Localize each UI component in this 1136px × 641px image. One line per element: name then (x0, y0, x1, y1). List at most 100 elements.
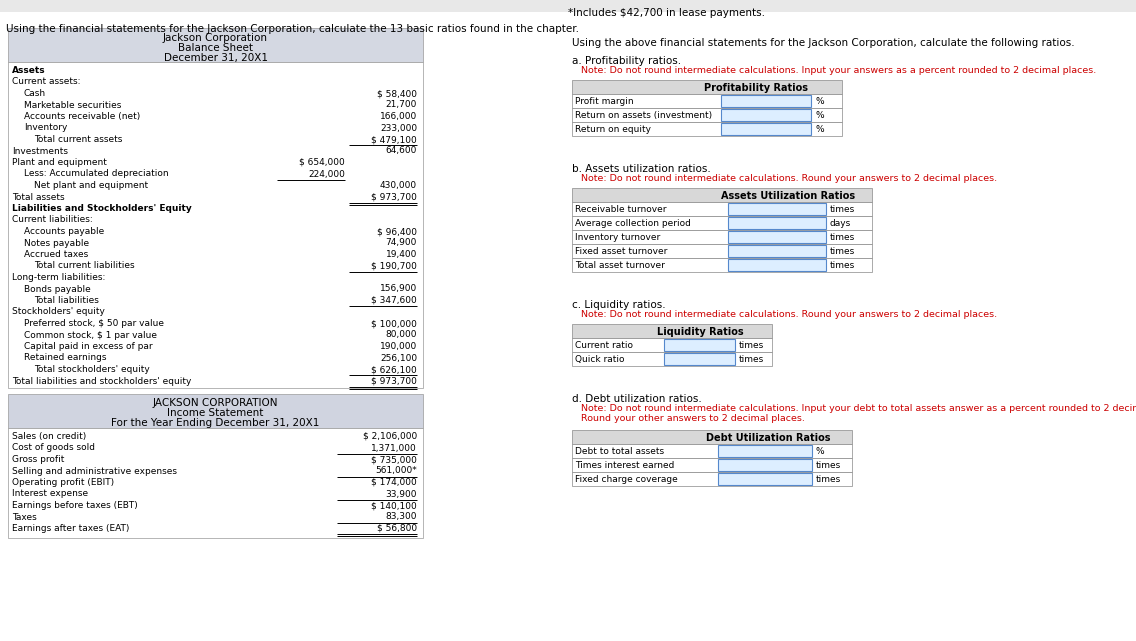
Text: Plant and equipment: Plant and equipment (12, 158, 107, 167)
Text: Capital paid in excess of par: Capital paid in excess of par (24, 342, 152, 351)
Text: Round your other answers to 2 decimal places.: Round your other answers to 2 decimal pl… (573, 414, 805, 423)
Bar (573, 80, 842, 94)
Text: Sales (on credit): Sales (on credit) (12, 432, 86, 441)
Text: %: % (816, 111, 824, 120)
Text: 190,000: 190,000 (379, 342, 417, 351)
Text: Accounts payable: Accounts payable (24, 227, 105, 236)
Bar (573, 324, 772, 338)
Text: %: % (816, 97, 824, 106)
Bar (665, 339, 735, 351)
Bar (728, 203, 826, 215)
Text: 19,400: 19,400 (385, 250, 417, 259)
Text: JACKSON CORPORATION: JACKSON CORPORATION (152, 398, 278, 408)
Bar (8, 28, 423, 62)
Text: Liabilities and Stockholders' Equity: Liabilities and Stockholders' Equity (12, 204, 192, 213)
Text: $ 347,600: $ 347,600 (371, 296, 417, 305)
Bar (573, 122, 842, 136)
Text: Stockholders' equity: Stockholders' equity (12, 308, 105, 317)
Text: Note: Do not round intermediate calculations. Round your answers to 2 decimal pl: Note: Do not round intermediate calculat… (573, 174, 997, 183)
Text: Retained earnings: Retained earnings (24, 353, 107, 363)
Text: Balance Sheet: Balance Sheet (178, 43, 253, 53)
Bar (8, 62, 423, 388)
Bar (573, 216, 872, 230)
Text: times: times (830, 205, 855, 214)
Text: Total liabilities: Total liabilities (34, 296, 99, 305)
Text: $ 654,000: $ 654,000 (299, 158, 345, 167)
Text: Fixed asset turnover: Fixed asset turnover (575, 247, 667, 256)
Bar (573, 202, 872, 216)
Text: days: days (830, 219, 851, 228)
Text: %: % (816, 447, 825, 456)
Bar (718, 445, 812, 457)
Text: $ 973,700: $ 973,700 (371, 376, 417, 385)
Text: times: times (830, 247, 855, 256)
Text: Inventory turnover: Inventory turnover (575, 233, 660, 242)
Bar (573, 458, 852, 472)
Text: Note: Do not round intermediate calculations. Input your answers as a percent ro: Note: Do not round intermediate calculat… (573, 66, 1096, 75)
Text: Gross profit: Gross profit (12, 455, 65, 464)
Text: Return on equity: Return on equity (575, 125, 651, 134)
Text: Using the financial statements for the Jackson Corporation, calculate the 13 bas: Using the financial statements for the J… (6, 24, 579, 34)
Text: 33,900: 33,900 (385, 490, 417, 499)
Text: Total stockholders' equity: Total stockholders' equity (34, 365, 150, 374)
Text: Assets: Assets (12, 66, 45, 75)
Text: Accounts receivable (net): Accounts receivable (net) (24, 112, 140, 121)
Text: Bonds payable: Bonds payable (24, 285, 91, 294)
Text: b. Assets utilization ratios.: b. Assets utilization ratios. (573, 164, 711, 174)
Text: Note: Do not round intermediate calculations. Round your answers to 2 decimal pl: Note: Do not round intermediate calculat… (573, 310, 997, 319)
Text: 83,300: 83,300 (385, 513, 417, 522)
Text: Current ratio: Current ratio (575, 341, 633, 350)
Text: Net plant and equipment: Net plant and equipment (34, 181, 148, 190)
Text: Notes payable: Notes payable (24, 238, 89, 247)
Bar (718, 473, 812, 485)
Text: Liquidity Ratios: Liquidity Ratios (657, 327, 743, 337)
Text: Earnings before taxes (EBT): Earnings before taxes (EBT) (12, 501, 137, 510)
Text: Interest expense: Interest expense (12, 490, 89, 499)
Bar (573, 258, 872, 272)
Text: Times interest earned: Times interest earned (575, 461, 675, 470)
Text: 80,000: 80,000 (385, 331, 417, 340)
Text: Return on assets (investment): Return on assets (investment) (575, 111, 712, 120)
Text: Total asset turnover: Total asset turnover (575, 261, 665, 270)
Text: 21,700: 21,700 (385, 101, 417, 110)
Text: *Includes $42,700 in lease payments.: *Includes $42,700 in lease payments. (568, 8, 765, 18)
Text: $ 96,400: $ 96,400 (377, 227, 417, 236)
Text: Operating profit (EBIT): Operating profit (EBIT) (12, 478, 114, 487)
Text: Average collection period: Average collection period (575, 219, 691, 228)
Text: Jackson Corporation: Jackson Corporation (162, 33, 268, 43)
Text: Fixed charge coverage: Fixed charge coverage (575, 475, 678, 484)
Text: $ 190,700: $ 190,700 (371, 262, 417, 271)
Bar (720, 95, 811, 107)
Text: Cash: Cash (24, 89, 47, 98)
Bar (573, 244, 872, 258)
Text: $ 626,100: $ 626,100 (371, 365, 417, 374)
Text: Assets Utilization Ratios: Assets Utilization Ratios (721, 191, 855, 201)
Bar (728, 245, 826, 257)
Text: For the Year Ending December 31, 20X1: For the Year Ending December 31, 20X1 (111, 418, 319, 428)
Text: a. Profitability ratios.: a. Profitability ratios. (573, 56, 682, 66)
Text: Marketable securities: Marketable securities (24, 101, 122, 110)
Bar (573, 338, 772, 352)
Text: 1,371,000: 1,371,000 (371, 444, 417, 453)
Text: 256,100: 256,100 (379, 353, 417, 363)
Bar (665, 353, 735, 365)
Bar (728, 259, 826, 271)
Text: Investments: Investments (12, 147, 68, 156)
Text: Debt to total assets: Debt to total assets (575, 447, 665, 456)
Text: 166,000: 166,000 (379, 112, 417, 121)
Text: 224,000: 224,000 (308, 169, 345, 178)
Bar (573, 444, 852, 458)
Text: $ 58,400: $ 58,400 (377, 89, 417, 98)
Text: times: times (830, 261, 855, 270)
Text: $ 56,800: $ 56,800 (377, 524, 417, 533)
Text: Cost of goods sold: Cost of goods sold (12, 444, 95, 453)
Text: Total current liabilities: Total current liabilities (34, 262, 135, 271)
Text: Earnings after taxes (EAT): Earnings after taxes (EAT) (12, 524, 130, 533)
Text: Accrued taxes: Accrued taxes (24, 250, 89, 259)
Text: Receivable turnover: Receivable turnover (575, 205, 667, 214)
Text: 430,000: 430,000 (379, 181, 417, 190)
Text: Profit margin: Profit margin (575, 97, 634, 106)
Bar (573, 472, 852, 486)
Text: times: times (830, 233, 855, 242)
Text: Total current assets: Total current assets (34, 135, 123, 144)
